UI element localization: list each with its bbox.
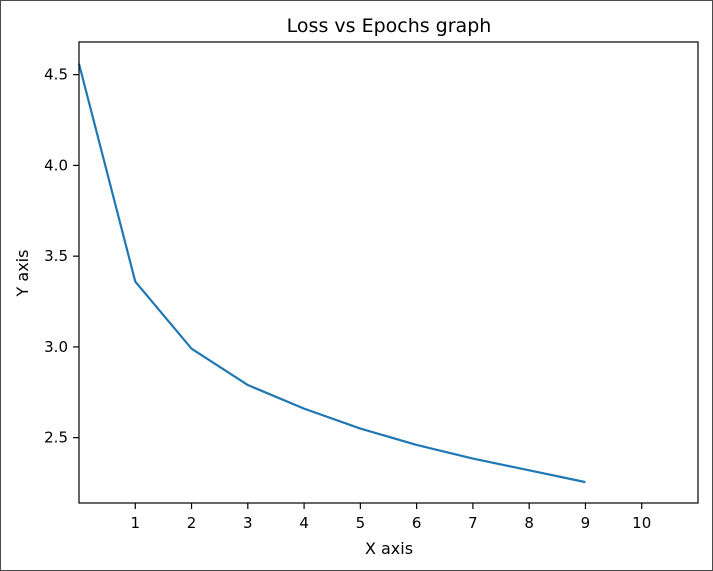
y-tick-label: 4.0 [44, 156, 68, 174]
y-tick-label: 4.5 [44, 66, 68, 84]
x-tick-label: 5 [356, 514, 366, 532]
x-tick-label: 1 [130, 514, 140, 532]
y-tick-label: 2.5 [44, 429, 68, 447]
x-tick-label: 3 [243, 514, 253, 532]
x-tick-label: 10 [632, 514, 651, 532]
y-tick-label: 3.5 [44, 247, 68, 265]
x-tick-label: 7 [468, 514, 478, 532]
x-axis-label: X axis [365, 539, 413, 558]
x-tick-label: 2 [187, 514, 197, 532]
x-axis-ticks: 1 2 3 4 5 6 7 8 9 10 [130, 503, 651, 532]
chart-title: Loss vs Epochs graph [287, 15, 492, 37]
y-tick-label: 3.0 [44, 338, 68, 356]
x-tick-label: 4 [299, 514, 309, 532]
x-tick-label: 8 [524, 514, 534, 532]
y-axis-ticks: 2.5 3.0 3.5 4.0 4.5 [44, 66, 79, 447]
x-tick-label: 6 [412, 514, 422, 532]
axes-frame [78, 41, 699, 504]
y-axis-label: Y axis [13, 250, 32, 298]
plot-area [77, 41, 699, 504]
x-tick-label: 9 [581, 514, 591, 532]
series-line-0 [77, 63, 586, 484]
